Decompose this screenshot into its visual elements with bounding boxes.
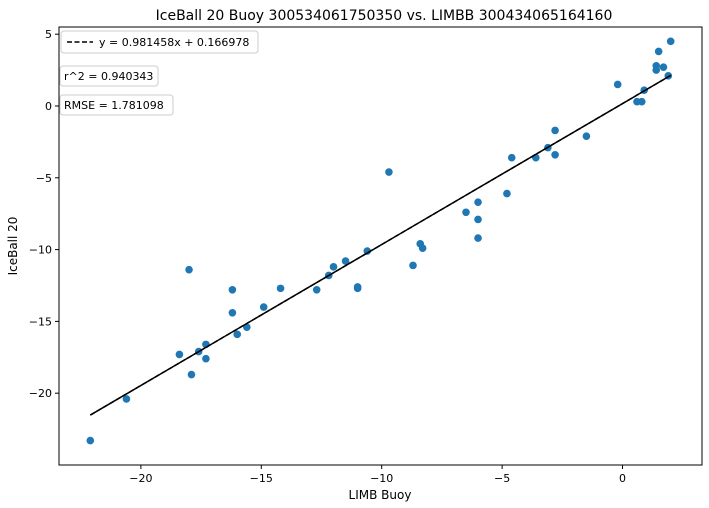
x-tick-label: 0 (619, 472, 626, 485)
y-tick-label: −15 (29, 315, 52, 328)
data-point (652, 66, 661, 74)
data-point (312, 286, 321, 294)
legend-box (60, 30, 259, 54)
data-point (503, 189, 511, 198)
x-tick-label: −15 (250, 472, 273, 485)
data-point (659, 63, 668, 72)
data-point (341, 257, 350, 265)
data-point (462, 208, 470, 217)
data-point (582, 132, 591, 140)
data-point (409, 261, 417, 270)
y-tick-label: 0 (45, 100, 52, 113)
y-tick-label: −10 (29, 244, 52, 257)
data-point (363, 247, 372, 255)
data-point (613, 80, 622, 89)
data-points (86, 37, 675, 445)
plot-frame (58, 26, 703, 466)
data-point (228, 286, 237, 294)
data-point (276, 284, 285, 293)
data-point (474, 215, 482, 224)
legend-label: y = 0.981458x + 0.166978 (99, 36, 249, 49)
data-point (329, 263, 338, 271)
data-point (666, 37, 675, 46)
x-tick-label: −10 (370, 472, 393, 485)
y-tick-label: −5 (36, 172, 52, 185)
y-tick-label: 5 (45, 28, 52, 41)
annotation-rmse-box (59, 94, 174, 116)
x-axis-label: LIMB Buoy (349, 488, 412, 502)
data-point (187, 370, 196, 379)
fit-line-group (89, 74, 672, 416)
x-tick-label: −20 (129, 472, 152, 485)
y-axis-ticks: −20 −15 −10 −5 0 5 (29, 28, 59, 400)
annotation-rmse: RMSE = 1.781098 (59, 94, 174, 116)
data-point (507, 153, 516, 162)
data-point (551, 151, 559, 159)
data-point (202, 354, 210, 363)
x-axis-ticks: −20 −15 −10 −5 0 (129, 465, 626, 485)
chart-title: IceBall 20 Buoy 300534061750350 vs. LIMB… (156, 8, 613, 24)
data-point (385, 168, 393, 176)
data-point (175, 350, 184, 359)
data-point (233, 330, 242, 339)
data-point (185, 265, 193, 274)
legend: y = 0.981458x + 0.166978 (60, 30, 259, 54)
data-point (637, 97, 646, 106)
data-point (474, 234, 482, 242)
data-point (122, 395, 131, 403)
annotation-rmse-text: RMSE = 1.781098 (64, 99, 164, 112)
data-point (474, 198, 482, 206)
data-point (353, 284, 362, 293)
data-point (418, 244, 427, 252)
x-tick-label: −5 (494, 472, 510, 485)
annotation-r2-box (59, 65, 159, 87)
fit-line-solid (89, 74, 672, 416)
data-point (259, 303, 268, 311)
annotation-r2: r^2 = 0.940343 (59, 65, 159, 87)
data-point (228, 308, 237, 317)
data-point (86, 436, 95, 445)
data-point (654, 47, 663, 56)
y-axis-label: IceBall 20 (6, 217, 20, 276)
data-point (551, 126, 559, 135)
y-tick-label: −20 (29, 387, 52, 400)
annotation-r2-text: r^2 = 0.940343 (64, 70, 153, 83)
